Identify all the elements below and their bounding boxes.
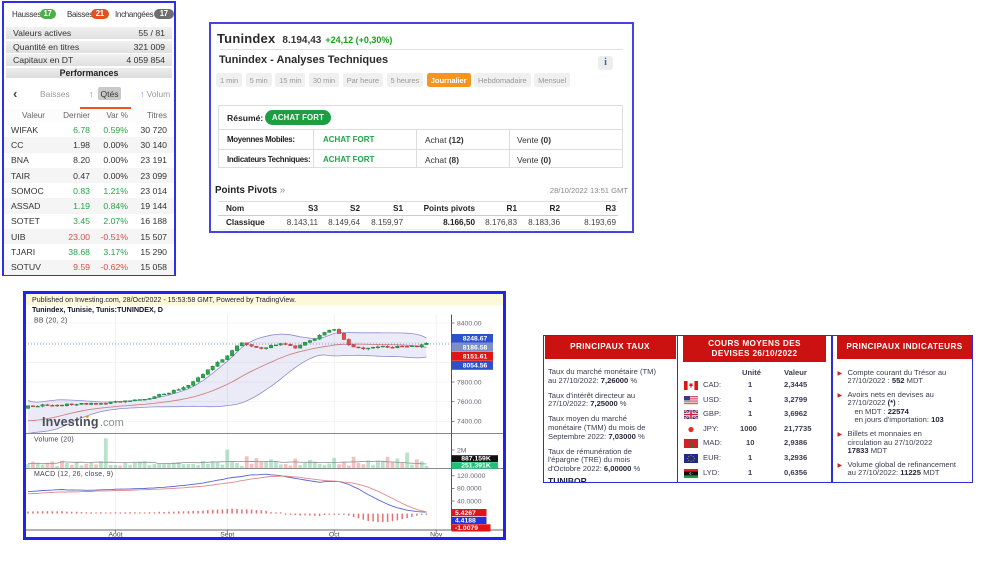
svg-text:Tunindex, Tunisie, Tunis:TUNIN: Tunindex, Tunisie, Tunis:TUNINDEX, D: [32, 305, 163, 314]
svg-text:80.0000: 80.0000: [457, 486, 482, 493]
svg-text:8248.67: 8248.67: [463, 336, 488, 343]
svg-text:Août: Août: [109, 532, 123, 537]
svg-text:8151.61: 8151.61: [463, 354, 488, 361]
svg-text:Sept: Sept: [220, 532, 234, 537]
svg-text:4.4188: 4.4188: [455, 518, 476, 525]
svg-text:-1.0079: -1.0079: [455, 525, 478, 532]
svg-text:BB (20, 2): BB (20, 2): [34, 318, 68, 325]
svg-text:2M: 2M: [457, 447, 467, 454]
svg-text:251.391K: 251.391K: [461, 463, 491, 470]
svg-text:887.159K: 887.159K: [461, 456, 491, 463]
svg-text:120.0000: 120.0000: [457, 473, 486, 480]
svg-text:8054.56: 8054.56: [463, 363, 488, 370]
svg-text:MACD (12, 26, close, 9): MACD (12, 26, close, 9): [34, 471, 113, 478]
svg-text:7800.00: 7800.00: [457, 379, 482, 386]
svg-text:7600.00: 7600.00: [457, 399, 482, 406]
svg-text:.com: .com: [100, 417, 124, 429]
svg-text:7400.00: 7400.00: [457, 419, 482, 426]
svg-text:Investing: Investing: [42, 415, 99, 429]
svg-text:8186.58: 8186.58: [463, 345, 488, 352]
svg-text:8400.00: 8400.00: [457, 320, 482, 327]
svg-text:Oct: Oct: [329, 532, 340, 537]
svg-text:Volume (20): Volume (20): [34, 437, 74, 444]
svg-text:Published on Investing.com, 28: Published on Investing.com, 28/Oct/2022 …: [32, 296, 296, 304]
svg-text:5.4267: 5.4267: [455, 510, 476, 517]
svg-text:40.0000: 40.0000: [457, 498, 482, 505]
svg-text:Nov: Nov: [430, 532, 443, 537]
